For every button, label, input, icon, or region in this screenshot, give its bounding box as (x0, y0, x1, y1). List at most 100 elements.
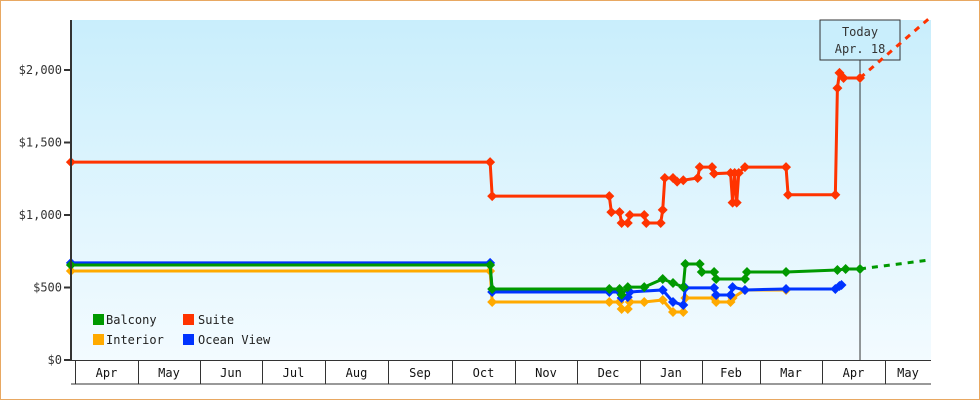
data-point[interactable] (783, 189, 794, 200)
data-point[interactable] (485, 260, 496, 271)
series-line (70, 262, 861, 298)
x-tick-label: Sep (409, 366, 431, 380)
data-point[interactable] (678, 282, 689, 293)
x-tick-label: May (158, 366, 180, 380)
data-point[interactable] (604, 297, 615, 307)
legend-label-suite: Suite (198, 313, 234, 327)
legend: Balcony Suite Interior Ocean View (93, 313, 271, 347)
data-point[interactable] (616, 289, 627, 300)
data-point[interactable] (485, 157, 496, 168)
data-point[interactable] (731, 197, 742, 208)
y-tick-label: $1,500 (19, 136, 62, 150)
plot-area (71, 20, 931, 360)
data-point[interactable] (711, 273, 722, 284)
data-point[interactable] (487, 283, 498, 294)
data-point[interactable] (657, 204, 668, 215)
y-tick-label: $2,000 (19, 63, 62, 77)
x-tick-label: Mar (780, 366, 802, 380)
data-point[interactable] (694, 162, 705, 173)
data-point[interactable] (680, 259, 691, 270)
data-point[interactable] (836, 280, 847, 291)
data-point[interactable] (678, 175, 689, 186)
data-point[interactable] (622, 282, 633, 293)
data-point[interactable] (741, 266, 752, 277)
data-point[interactable] (696, 266, 707, 277)
data-point[interactable] (655, 217, 666, 228)
series-balcony (65, 258, 931, 300)
x-tick-label: Dec (598, 366, 620, 380)
data-point[interactable] (678, 300, 689, 311)
data-point[interactable] (604, 283, 615, 294)
x-tick-label: Feb (720, 366, 742, 380)
y-tick-label: $500 (33, 281, 62, 295)
data-point[interactable] (733, 167, 744, 178)
data-point[interactable] (487, 297, 498, 307)
data-point[interactable] (711, 297, 722, 307)
legend-label-ocean-view: Ocean View (198, 333, 271, 347)
x-tick-label: Apr (843, 366, 865, 380)
y-axis: $0 $500 $1,000 $1,500 $2,000 (19, 63, 71, 367)
legend-label-balcony: Balcony (106, 313, 157, 327)
data-point[interactable] (668, 307, 679, 318)
data-point[interactable] (855, 263, 866, 274)
data-point[interactable] (727, 282, 738, 293)
x-tick-label: May (897, 366, 919, 380)
data-point[interactable] (657, 294, 668, 305)
data-point[interactable] (616, 217, 627, 228)
data-point[interactable] (692, 173, 703, 184)
x-tick-label: Aug (346, 366, 368, 380)
data-point[interactable] (624, 210, 635, 220)
data-point[interactable] (641, 217, 652, 228)
data-point[interactable] (855, 72, 866, 83)
legend-swatch-interior (93, 334, 104, 345)
data-point[interactable] (639, 297, 650, 307)
data-point[interactable] (781, 162, 792, 173)
data-point[interactable] (832, 83, 843, 94)
data-point[interactable] (668, 297, 679, 307)
data-point[interactable] (725, 290, 736, 301)
data-point[interactable] (657, 273, 668, 284)
x-tick-label: Jul (283, 366, 305, 380)
data-point[interactable] (830, 189, 841, 200)
data-point[interactable] (709, 168, 720, 179)
series-line (70, 69, 861, 225)
x-axis: Apr May Jun Jul Aug Sep Oct Nov Dec Jan Feb Mar Apr M… (71, 360, 931, 385)
y-tick-label: $1,000 (19, 208, 62, 222)
legend-swatch-suite (183, 314, 194, 325)
legend-swatch-balcony (93, 314, 104, 325)
x-tick-label: Apr (96, 366, 118, 380)
data-point[interactable] (616, 303, 627, 314)
x-tick-label: Jun (220, 366, 242, 380)
data-point[interactable] (604, 191, 615, 202)
data-point[interactable] (639, 210, 650, 220)
data-point[interactable] (622, 217, 633, 228)
x-tick-label: Nov (535, 366, 557, 380)
data-point[interactable] (487, 191, 498, 202)
data-point[interactable] (711, 290, 722, 301)
data-point[interactable] (668, 278, 679, 289)
data-point[interactable] (781, 266, 792, 277)
legend-swatch-ocean-view (183, 334, 194, 345)
data-point[interactable] (694, 259, 705, 270)
y-tick-label: $0 (48, 353, 62, 367)
data-point[interactable] (678, 307, 689, 318)
data-point[interactable] (739, 162, 750, 173)
data-point[interactable] (657, 284, 668, 295)
data-point[interactable] (614, 207, 625, 218)
data-point[interactable] (840, 263, 851, 274)
forecast-line (859, 16, 931, 80)
data-point[interactable] (709, 282, 720, 293)
data-point[interactable] (781, 283, 792, 294)
today-label: Today (842, 25, 878, 39)
today-date: Apr. 18 (835, 42, 886, 56)
data-point[interactable] (739, 284, 750, 295)
x-tick-label: Jan (660, 366, 682, 380)
data-point[interactable] (659, 173, 670, 184)
data-point[interactable] (832, 264, 843, 275)
data-point[interactable] (838, 72, 849, 83)
data-point[interactable] (639, 282, 650, 293)
data-point[interactable] (606, 207, 617, 218)
x-tick-label: Oct (473, 366, 495, 380)
